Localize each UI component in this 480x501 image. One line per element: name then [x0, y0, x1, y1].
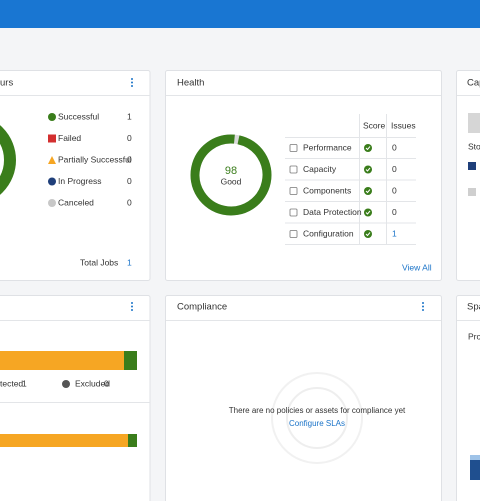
space-bar [470, 455, 480, 460]
health-panel [165, 70, 442, 281]
configure-link[interactable]: Configure SLAs [289, 419, 345, 428]
check-icon [364, 208, 372, 217]
legend-value: 0 [127, 154, 132, 164]
jobs-panel [0, 70, 151, 281]
check-mark [365, 189, 371, 194]
legend-value: 0 [127, 133, 132, 143]
row-label: Configuration [303, 228, 354, 238]
legend-swatch [468, 162, 476, 170]
view-all-link[interactable]: View All [402, 262, 432, 272]
legend-title: Sto [468, 141, 480, 151]
check-icon [364, 165, 372, 174]
check-mark [365, 146, 371, 151]
capacity-panel [456, 70, 480, 281]
legend-label: Failed [58, 133, 81, 143]
space-panel [456, 295, 480, 501]
legend-swatch [468, 188, 476, 196]
row-label: Components [303, 185, 351, 195]
space-bar [470, 460, 480, 480]
issues-value[interactable]: 1 [392, 228, 397, 238]
protection-bar [0, 351, 124, 370]
row-icon [289, 230, 298, 238]
capacity-bar [468, 113, 480, 133]
panel-title: Health [177, 78, 204, 89]
status-icon [48, 134, 56, 143]
issues-value: 0 [392, 142, 397, 152]
column-header: Issues [391, 120, 416, 130]
stat-value: 1 [22, 378, 27, 388]
legend-label: Partially Successful [58, 154, 132, 164]
issues-value: 0 [392, 207, 397, 217]
row-label: Performance [303, 142, 352, 152]
issues-value: 0 [392, 164, 397, 174]
panel-title: Spa [467, 302, 480, 313]
status-icon [48, 113, 56, 121]
row-icon [289, 208, 298, 217]
panel-title: urs [0, 78, 13, 89]
total-value[interactable]: 1 [127, 257, 132, 267]
top-bar [0, 0, 480, 28]
protection-bar [128, 434, 137, 447]
score-value: 98 [225, 165, 237, 177]
status-icon [48, 156, 56, 164]
panel-subtitle: Pro [468, 331, 480, 341]
row-icon [289, 165, 298, 174]
check-mark [365, 232, 371, 237]
compliance-panel [165, 295, 442, 501]
check-icon [364, 144, 372, 152]
column-header: Score [363, 120, 385, 130]
legend-value: 0 [127, 197, 132, 207]
menu-icon[interactable] [131, 78, 133, 87]
protection-bar [0, 434, 128, 447]
score-arc [190, 134, 272, 216]
protection-panel [0, 295, 151, 501]
stat-label: tected [0, 378, 23, 388]
stat-label: Excluded [75, 378, 110, 388]
status-icon [48, 177, 56, 186]
issues-value: 0 [392, 185, 397, 195]
check-mark [365, 210, 371, 215]
row-label: Data Protection [303, 207, 362, 217]
empty-illustration [286, 387, 348, 449]
check-mark [365, 167, 371, 172]
legend-value: 1 [127, 111, 132, 121]
excluded-icon [62, 380, 70, 388]
check-icon [364, 187, 372, 195]
menu-icon[interactable] [422, 302, 424, 311]
row-icon [289, 187, 298, 195]
legend-label: Canceled [58, 197, 94, 207]
stat-value: 0 [104, 378, 109, 388]
panel-title: Cap [467, 78, 480, 89]
jobs-donut [0, 125, 16, 195]
empty-message: There are no policies or assets for comp… [229, 406, 406, 415]
row-icon [289, 144, 298, 152]
status-icon [48, 199, 56, 207]
legend-label: Successful [58, 111, 99, 121]
legend-value: 0 [127, 176, 132, 186]
total-label: Total Jobs [80, 257, 118, 267]
score-status: Good [221, 176, 242, 186]
menu-icon[interactable] [131, 302, 133, 311]
protection-bar [124, 351, 137, 370]
empty-illustration [271, 372, 363, 464]
legend-label: In Progress [58, 176, 101, 186]
check-icon [364, 230, 372, 238]
row-label: Capacity [303, 164, 337, 174]
panel-title: Compliance [177, 302, 227, 313]
